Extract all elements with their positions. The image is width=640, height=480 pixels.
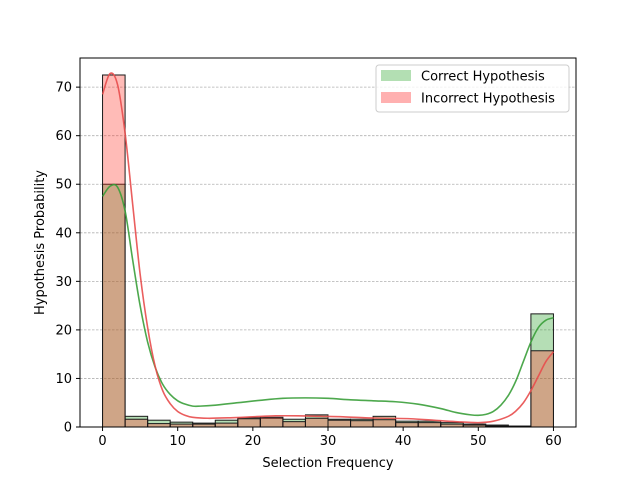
- bar-incorrect-13: [395, 422, 419, 428]
- bar-incorrect-7: [259, 416, 284, 428]
- y-axis-ticks: 0 10 20 30 40 50 60 70: [55, 81, 80, 436]
- bar-incorrect-2: [147, 423, 171, 428]
- bar-incorrect-19: [530, 350, 554, 428]
- histogram-bars: [102, 74, 554, 428]
- x-tick-label-0: 0: [98, 434, 106, 449]
- grid-lines: [80, 86, 576, 379]
- legend-swatch-incorrect: [381, 92, 411, 103]
- x-tick-label-30: 30: [320, 434, 337, 449]
- kde-curves: [101, 72, 555, 424]
- y-tick-label-0: 0: [64, 421, 72, 436]
- bar-incorrect-5: [214, 422, 239, 428]
- bar-incorrect-9: [304, 417, 329, 428]
- y-tick-label-40: 40: [55, 226, 72, 241]
- kde-line-correct: [101, 183, 554, 417]
- x-tick-label-50: 50: [470, 434, 487, 449]
- bar-incorrect-8: [282, 421, 306, 428]
- x-tick-label-40: 40: [395, 434, 412, 449]
- bar-incorrect-1: [124, 418, 149, 428]
- y-tick-label-30: 30: [55, 275, 72, 290]
- x-axis-ticks: 0 10 20 30 40 50 60: [98, 427, 562, 449]
- bar-incorrect-10: [327, 419, 352, 428]
- y-axis-label: Hypothesis Probability: [33, 170, 48, 315]
- x-tick-label-60: 60: [545, 434, 562, 449]
- y-tick-label-70: 70: [55, 81, 72, 96]
- bar-incorrect-12: [372, 419, 397, 428]
- legend-swatch-correct: [381, 70, 411, 81]
- kde-line-incorrect: [101, 72, 555, 424]
- bar-incorrect-14: [417, 422, 442, 428]
- bar-incorrect-11: [350, 420, 374, 428]
- x-tick-label-10: 10: [169, 434, 186, 449]
- legend: Correct Hypothesis Incorrect Hypothesis: [375, 64, 570, 113]
- y-tick-label-20: 20: [55, 323, 72, 338]
- x-tick-label-20: 20: [245, 434, 262, 449]
- bar-incorrect-0: [102, 74, 126, 428]
- y-tick-label-60: 60: [55, 129, 72, 144]
- legend-label-incorrect: Incorrect Hypothesis: [421, 92, 555, 107]
- legend-label-correct: Correct Hypothesis: [421, 70, 545, 85]
- legend-box: [375, 64, 570, 113]
- bar-incorrect-6: [237, 418, 261, 428]
- y-tick-label-50: 50: [55, 178, 72, 193]
- x-axis-label: Selection Frequency: [262, 456, 394, 471]
- y-tick-label-10: 10: [55, 372, 72, 387]
